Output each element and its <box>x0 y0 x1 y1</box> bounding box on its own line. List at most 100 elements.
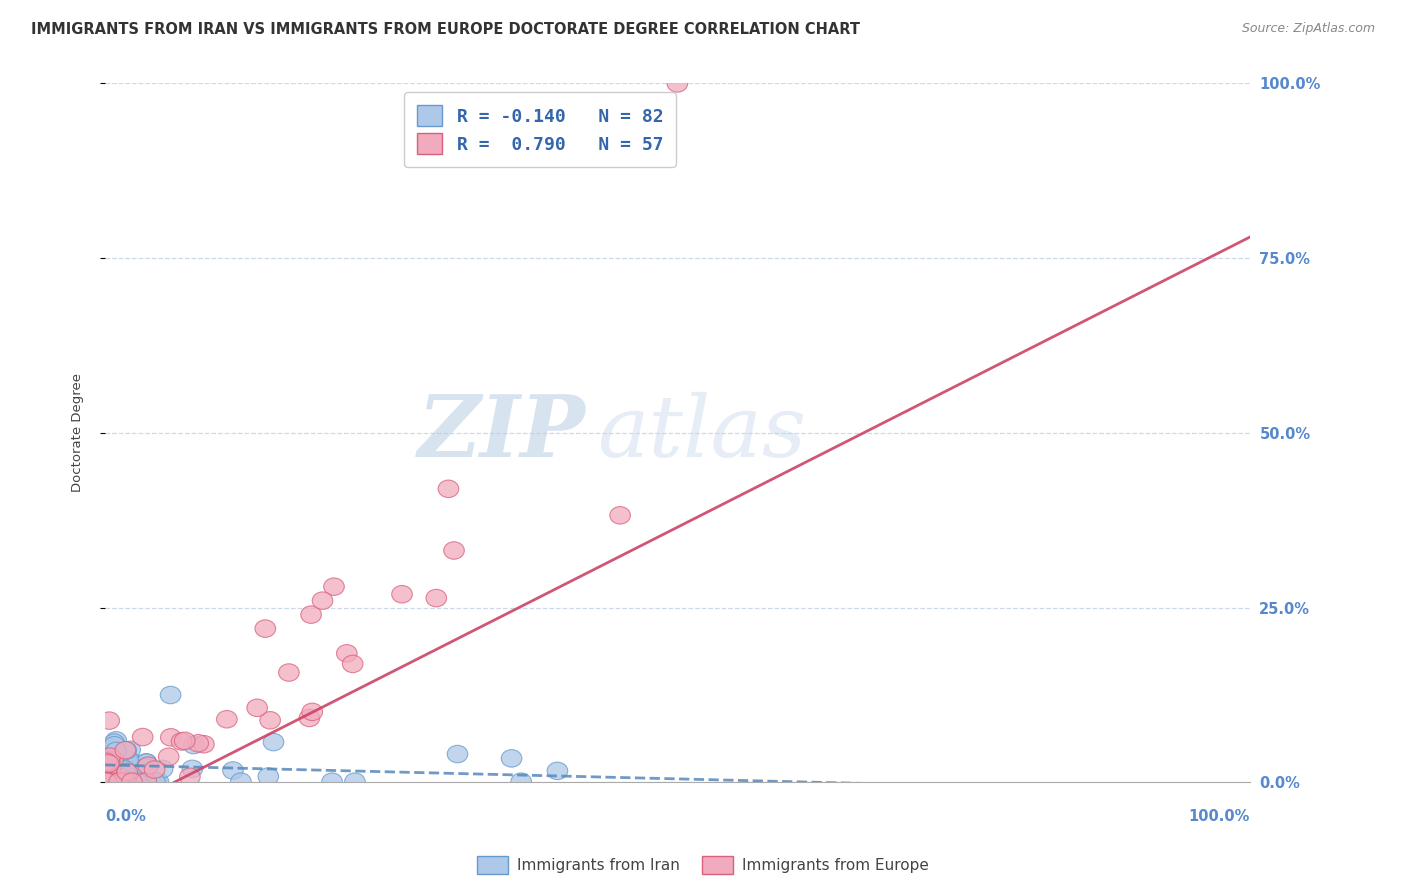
Ellipse shape <box>312 592 333 609</box>
Ellipse shape <box>97 772 118 789</box>
Ellipse shape <box>105 731 127 749</box>
Ellipse shape <box>96 757 117 775</box>
Ellipse shape <box>100 751 121 769</box>
Ellipse shape <box>115 741 136 759</box>
Ellipse shape <box>343 655 363 673</box>
Ellipse shape <box>103 773 124 790</box>
Ellipse shape <box>115 773 136 790</box>
Ellipse shape <box>138 757 159 774</box>
Ellipse shape <box>117 773 136 790</box>
Ellipse shape <box>96 773 117 790</box>
Ellipse shape <box>110 769 131 786</box>
Ellipse shape <box>336 645 357 662</box>
Ellipse shape <box>120 741 141 758</box>
Ellipse shape <box>104 734 125 751</box>
Ellipse shape <box>107 754 127 772</box>
Ellipse shape <box>104 737 125 754</box>
Ellipse shape <box>141 773 162 790</box>
Ellipse shape <box>146 773 167 790</box>
Ellipse shape <box>172 732 191 750</box>
Ellipse shape <box>96 772 117 789</box>
Ellipse shape <box>217 711 238 728</box>
Ellipse shape <box>114 771 135 788</box>
Ellipse shape <box>107 755 128 772</box>
Ellipse shape <box>97 753 117 771</box>
Ellipse shape <box>98 773 120 790</box>
Ellipse shape <box>96 773 117 790</box>
Ellipse shape <box>101 763 121 780</box>
Legend: R = -0.140   N = 82, R =  0.790   N = 57: R = -0.140 N = 82, R = 0.790 N = 57 <box>404 93 676 167</box>
Ellipse shape <box>122 773 142 790</box>
Ellipse shape <box>107 762 128 780</box>
Ellipse shape <box>97 773 117 790</box>
Ellipse shape <box>136 754 156 771</box>
Ellipse shape <box>117 764 138 780</box>
Ellipse shape <box>666 75 688 92</box>
Ellipse shape <box>96 761 117 779</box>
Ellipse shape <box>136 773 156 790</box>
Text: 0.0%: 0.0% <box>105 809 146 824</box>
Ellipse shape <box>188 734 208 752</box>
Ellipse shape <box>105 772 125 789</box>
Ellipse shape <box>97 757 117 774</box>
Ellipse shape <box>112 773 134 790</box>
Ellipse shape <box>181 760 202 778</box>
Ellipse shape <box>103 740 124 758</box>
Ellipse shape <box>194 736 214 753</box>
Ellipse shape <box>231 773 252 790</box>
Ellipse shape <box>117 773 136 790</box>
Ellipse shape <box>108 773 129 790</box>
Ellipse shape <box>117 753 138 771</box>
Ellipse shape <box>112 773 132 790</box>
Ellipse shape <box>108 773 129 790</box>
Text: IMMIGRANTS FROM IRAN VS IMMIGRANTS FROM EUROPE DOCTORATE DEGREE CORRELATION CHAR: IMMIGRANTS FROM IRAN VS IMMIGRANTS FROM … <box>31 22 860 37</box>
Ellipse shape <box>107 762 128 779</box>
Ellipse shape <box>257 768 278 785</box>
Ellipse shape <box>100 753 120 770</box>
Ellipse shape <box>180 768 200 786</box>
Ellipse shape <box>145 761 165 779</box>
Ellipse shape <box>110 773 131 790</box>
Ellipse shape <box>148 773 169 790</box>
Text: ZIP: ZIP <box>418 392 586 475</box>
Ellipse shape <box>127 764 146 782</box>
Ellipse shape <box>100 765 120 782</box>
Ellipse shape <box>439 480 458 498</box>
Ellipse shape <box>111 757 131 774</box>
Ellipse shape <box>610 507 630 524</box>
Ellipse shape <box>105 753 127 771</box>
Ellipse shape <box>127 773 148 790</box>
Ellipse shape <box>160 686 181 704</box>
Ellipse shape <box>104 757 125 774</box>
Ellipse shape <box>98 773 118 790</box>
Ellipse shape <box>105 742 127 760</box>
Ellipse shape <box>96 773 117 790</box>
Ellipse shape <box>96 764 117 782</box>
Y-axis label: Doctorate Degree: Doctorate Degree <box>72 374 84 492</box>
Ellipse shape <box>103 751 124 768</box>
Ellipse shape <box>104 764 125 781</box>
Ellipse shape <box>101 759 122 777</box>
Ellipse shape <box>302 703 322 721</box>
Ellipse shape <box>96 760 117 778</box>
Ellipse shape <box>104 745 125 763</box>
Ellipse shape <box>260 712 280 729</box>
Ellipse shape <box>135 759 156 776</box>
Ellipse shape <box>254 620 276 638</box>
Ellipse shape <box>145 773 165 790</box>
Ellipse shape <box>107 773 128 790</box>
Ellipse shape <box>278 664 299 681</box>
Ellipse shape <box>344 773 366 790</box>
Ellipse shape <box>117 761 138 779</box>
Ellipse shape <box>96 757 117 774</box>
Ellipse shape <box>100 773 120 790</box>
Ellipse shape <box>101 773 122 790</box>
Ellipse shape <box>447 746 468 763</box>
Ellipse shape <box>105 772 127 789</box>
Ellipse shape <box>136 754 156 772</box>
Ellipse shape <box>115 742 136 759</box>
Text: atlas: atlas <box>598 392 807 475</box>
Ellipse shape <box>301 606 322 624</box>
Ellipse shape <box>112 763 134 780</box>
Ellipse shape <box>392 585 412 603</box>
